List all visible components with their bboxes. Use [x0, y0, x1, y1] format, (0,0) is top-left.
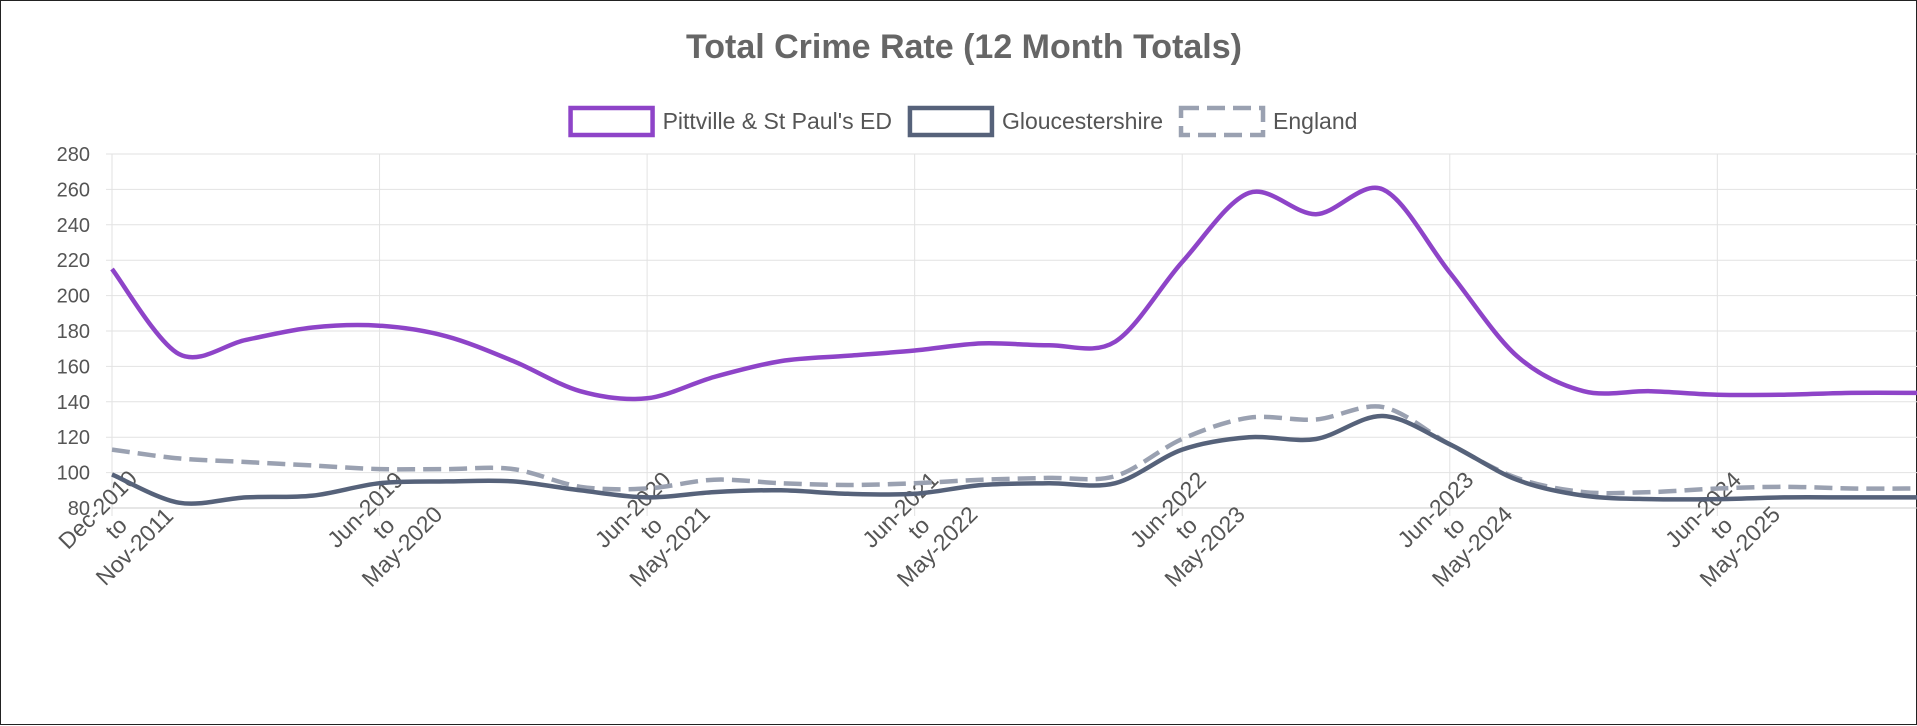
legend-swatch [907, 105, 995, 138]
y-tick-label: 140 [57, 392, 90, 414]
y-tick-label: 220 [57, 250, 90, 272]
y-tick-label: 180 [57, 321, 90, 343]
legend-item[interactable]: Gloucestershire [907, 105, 1163, 138]
y-tick-label: 200 [57, 286, 90, 308]
y-tick-label: 160 [57, 356, 90, 378]
legend-label: England [1273, 108, 1357, 134]
y-tick-label: 80 [68, 498, 90, 520]
series-line-1 [110, 185, 1917, 402]
y-tick-label: 240 [57, 215, 90, 237]
chart-title: Total Crime Rate (12 Month Totals) [686, 28, 1242, 66]
y-tick-label: 120 [57, 427, 90, 449]
y-axis-ticks: 80 100 120 140 160 180 200 220 240 260 280 [57, 144, 90, 520]
legend-swatch [568, 105, 655, 138]
series-line-3 [111, 404, 1917, 496]
y-tick-label: 100 [57, 463, 90, 485]
legend: Pittville & St Paul's ED Gloucestershire E… [568, 105, 1357, 138]
grid-lines [106, 153, 1917, 516]
y-tick-label: 260 [57, 179, 90, 201]
y-tick-label: 280 [57, 144, 90, 166]
legend-label: Gloucestershire [1002, 108, 1163, 134]
series-lines [110, 185, 1917, 506]
legend-item[interactable]: Pittville & St Paul's ED [568, 105, 892, 138]
legend-item[interactable]: England [1178, 105, 1357, 138]
series-line-2 [111, 413, 1917, 506]
legend-swatch [1178, 105, 1266, 138]
legend-label: Pittville & St Paul's ED [663, 108, 892, 134]
